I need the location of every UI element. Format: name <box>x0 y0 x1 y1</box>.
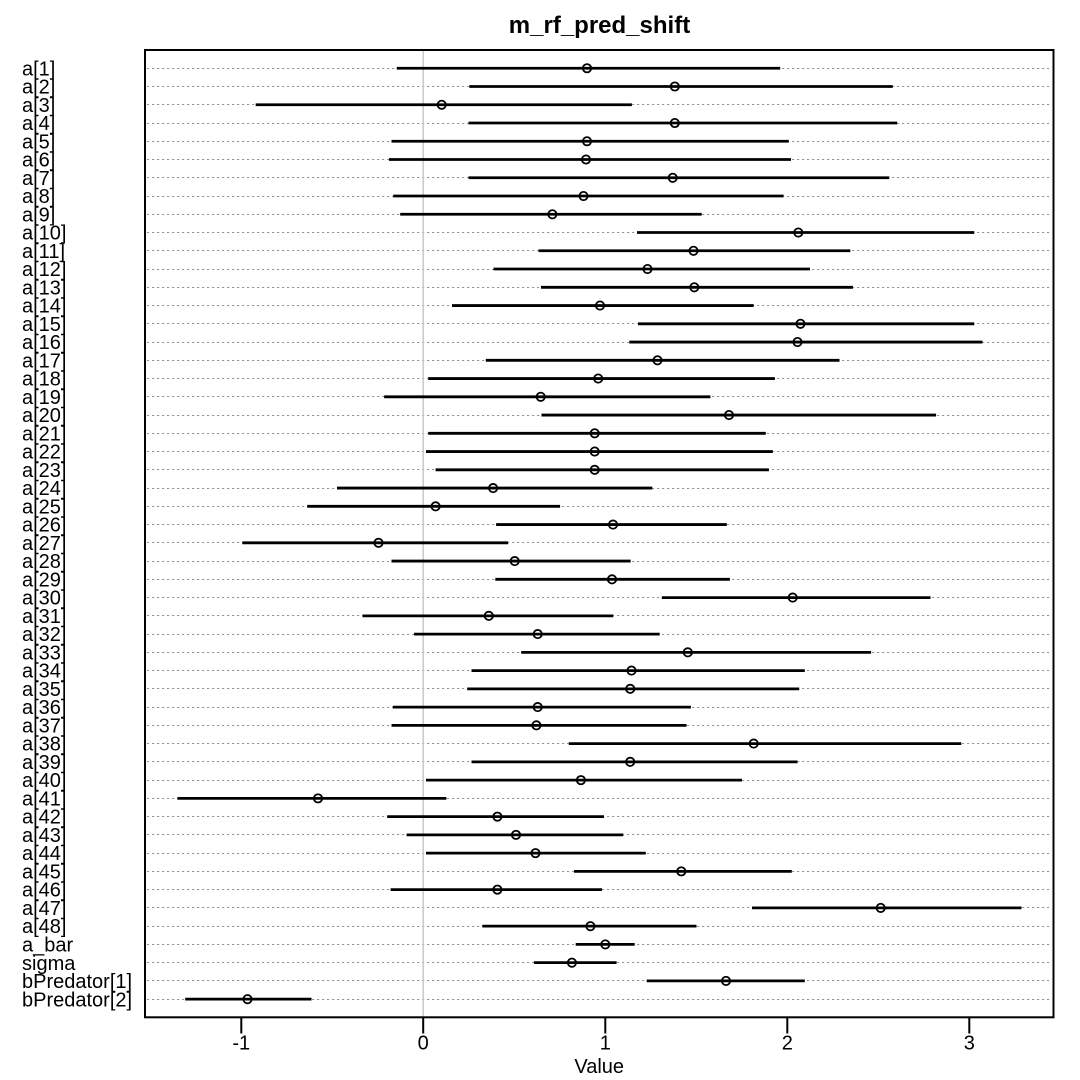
svg-text:a[20]: a[20] <box>22 405 66 427</box>
svg-text:a[39]: a[39] <box>22 752 66 774</box>
svg-text:a[33]: a[33] <box>22 642 66 664</box>
svg-text:a[2]: a[2] <box>22 77 55 99</box>
svg-text:a[38]: a[38] <box>22 734 66 756</box>
svg-text:a[22]: a[22] <box>22 442 66 464</box>
svg-text:a[31]: a[31] <box>22 606 66 628</box>
svg-text:a[45]: a[45] <box>22 861 66 883</box>
svg-text:a[6]: a[6] <box>22 150 55 172</box>
svg-text:bPredator[2]: bPredator[2] <box>22 989 132 1011</box>
svg-text:a[5]: a[5] <box>22 131 55 153</box>
svg-text:a[26]: a[26] <box>22 515 66 537</box>
svg-text:a_bar: a_bar <box>22 934 73 956</box>
svg-text:a[10]: a[10] <box>22 223 66 245</box>
svg-text:2: 2 <box>782 1032 793 1054</box>
svg-text:a[34]: a[34] <box>22 661 66 683</box>
svg-text:a[11]: a[11] <box>22 241 65 263</box>
svg-text:a[35]: a[35] <box>22 679 66 701</box>
svg-text:a[28]: a[28] <box>22 551 66 573</box>
svg-text:a[47]: a[47] <box>22 898 66 920</box>
svg-text:1: 1 <box>600 1032 611 1054</box>
svg-text:a[42]: a[42] <box>22 807 66 829</box>
svg-text:a[29]: a[29] <box>22 569 66 591</box>
svg-text:a[1]: a[1] <box>22 58 55 80</box>
svg-text:a[17]: a[17] <box>22 350 66 372</box>
svg-text:a[30]: a[30] <box>22 588 66 610</box>
svg-text:a[14]: a[14] <box>22 296 66 318</box>
svg-text:Value: Value <box>574 1056 624 1078</box>
svg-text:a[23]: a[23] <box>22 460 66 482</box>
svg-text:a[44]: a[44] <box>22 843 66 865</box>
svg-text:a[4]: a[4] <box>22 113 55 135</box>
svg-text:bPredator[1]: bPredator[1] <box>22 971 132 993</box>
svg-text:-1: -1 <box>232 1032 250 1054</box>
svg-text:a[37]: a[37] <box>22 715 66 737</box>
svg-text:a[13]: a[13] <box>22 277 66 299</box>
svg-text:a[3]: a[3] <box>22 95 55 117</box>
svg-text:a[19]: a[19] <box>22 387 66 409</box>
svg-text:a[15]: a[15] <box>22 314 66 336</box>
svg-text:a[36]: a[36] <box>22 697 66 719</box>
svg-text:a[46]: a[46] <box>22 880 66 902</box>
svg-text:a[8]: a[8] <box>22 186 55 208</box>
svg-text:a[12]: a[12] <box>22 259 66 281</box>
svg-text:sigma: sigma <box>22 953 76 975</box>
svg-text:a[18]: a[18] <box>22 369 66 391</box>
svg-text:a[16]: a[16] <box>22 332 66 354</box>
svg-text:a[24]: a[24] <box>22 478 66 500</box>
svg-text:a[9]: a[9] <box>22 204 55 226</box>
svg-text:a[41]: a[41] <box>22 788 66 810</box>
svg-text:a[21]: a[21] <box>22 423 66 445</box>
svg-text:3: 3 <box>964 1032 975 1054</box>
svg-text:m_rf_pred_shift: m_rf_pred_shift <box>509 12 690 39</box>
svg-text:0: 0 <box>418 1032 429 1054</box>
svg-text:a[27]: a[27] <box>22 533 66 555</box>
svg-text:a[40]: a[40] <box>22 770 66 792</box>
svg-text:a[7]: a[7] <box>22 168 55 190</box>
svg-text:a[32]: a[32] <box>22 624 66 646</box>
svg-text:a[25]: a[25] <box>22 496 66 518</box>
svg-text:a[43]: a[43] <box>22 825 66 847</box>
svg-text:a[48]: a[48] <box>22 916 66 938</box>
